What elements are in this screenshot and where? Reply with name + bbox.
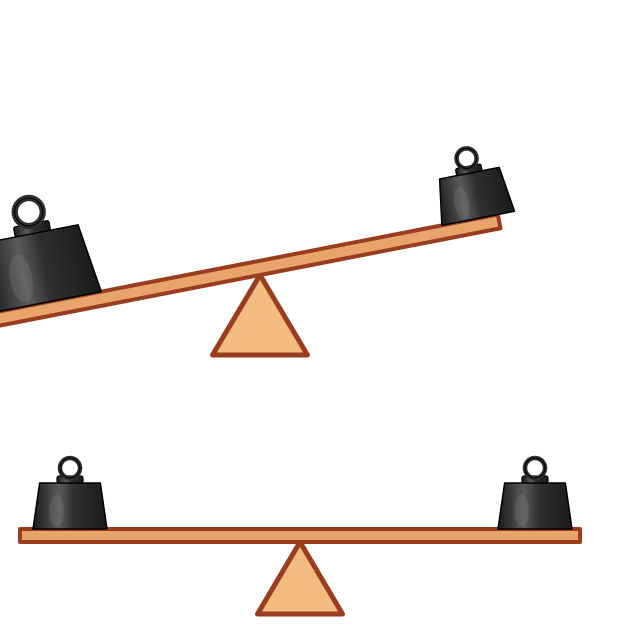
weight	[428, 142, 514, 226]
fulcrum	[258, 542, 343, 614]
beam	[20, 529, 580, 542]
beam-assembly	[20, 458, 580, 542]
lever-diagram	[0, 0, 624, 626]
weight	[498, 458, 572, 529]
lever-balanced	[20, 458, 580, 614]
weight	[0, 188, 101, 313]
fulcrum	[213, 275, 308, 355]
weight	[33, 458, 107, 529]
lever-tilted	[0, 107, 517, 355]
